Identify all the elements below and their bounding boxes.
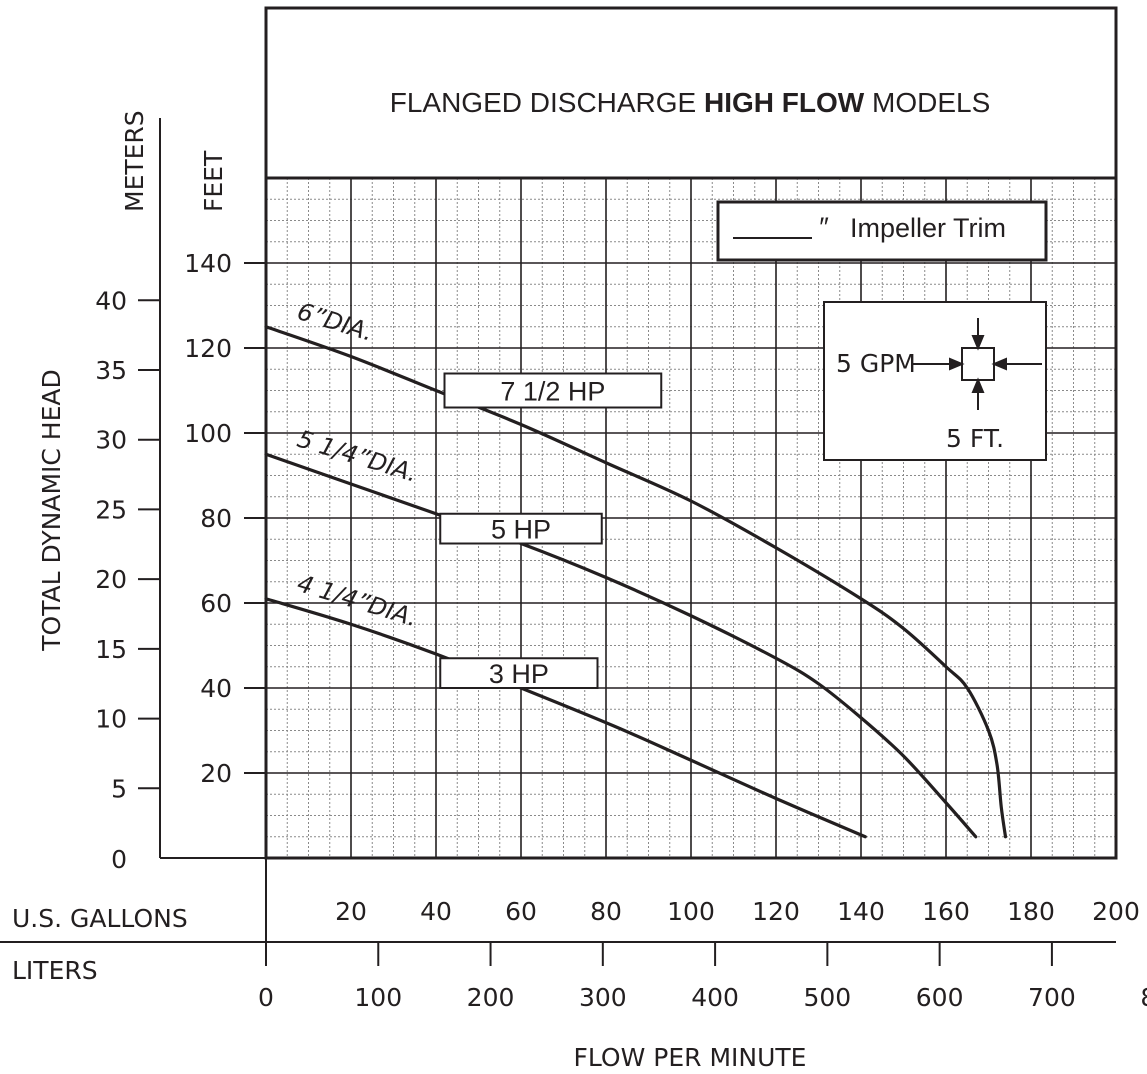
gallon-tick-label: 120	[752, 897, 800, 926]
gallon-tick-label: 60	[505, 897, 537, 926]
meter-tick-label: 5	[111, 774, 127, 803]
feet-tick-label: 40	[200, 674, 232, 703]
impeller-trim-label: Impeller Trim	[850, 213, 1006, 243]
gallon-ticks: 20 40 60 80 100 120 140 160 180 200	[335, 897, 1140, 926]
feet-unit-label: FEET	[199, 150, 228, 212]
meters-unit-label: METERS	[120, 110, 149, 212]
grid-key-ft: 5 FT.	[946, 424, 1004, 453]
meter-tick-label: 35	[95, 356, 127, 385]
feet-tick-label: 60	[200, 589, 232, 618]
liter-ticks: 0 100 200 300 400 500 600 700 800	[258, 942, 1147, 1012]
meter-tick-label: 15	[95, 635, 127, 664]
chart-title-post: MODELS	[864, 87, 990, 118]
meter-tick-label: 0	[111, 845, 127, 874]
gallons-unit-label: U.S. GALLONS	[12, 904, 188, 933]
liter-tick-label: 500	[804, 983, 852, 1012]
meter-tick-label: 40	[95, 286, 127, 315]
grid-key-square	[961, 347, 995, 381]
liters-unit-label: LITERS	[12, 956, 98, 985]
meter-tick-label: 20	[95, 565, 127, 594]
chart-title-pre: FLANGED DISCHARGE	[390, 87, 704, 118]
hp-box-2	[439, 512, 603, 545]
pump-curves	[264, 325, 1008, 839]
hp-label-3: 3 HP	[489, 659, 549, 689]
gallon-tick-label: 140	[837, 897, 885, 926]
gallon-tick-label: 40	[420, 897, 452, 926]
gallon-tick-label: 20	[335, 897, 367, 926]
feet-tick-label: 120	[184, 334, 232, 363]
curve-2	[264, 452, 978, 839]
liter-tick-label: 300	[579, 983, 627, 1012]
hp-box-1	[443, 372, 663, 409]
chart-title-bold: HIGH FLOW	[704, 87, 865, 118]
hp-label-1: 7 1/2 HP	[500, 377, 605, 407]
y-axis-label: TOTAL DYNAMIC HEAD	[37, 369, 66, 652]
meter-tick-label: 10	[95, 705, 127, 734]
liter-tick-label: 200	[467, 983, 515, 1012]
gallon-tick-label: 80	[590, 897, 622, 926]
feet-tick-label: 100	[184, 419, 232, 448]
impeller-trim-box	[716, 200, 1048, 262]
meter-ticks: 0 5 10 15 20 25 30 35 40	[95, 286, 160, 874]
hp-box-3	[439, 657, 599, 689]
liter-tick-label: 0	[258, 983, 274, 1012]
gallon-tick-label: 200	[1092, 897, 1140, 926]
feet-tick-label: 80	[200, 504, 232, 533]
dia-label-3: 4 1/4”DIA.	[294, 569, 421, 632]
feet-tick-label: 20	[200, 759, 232, 788]
chart-title: FLANGED DISCHARGE HIGH FLOW MODELS	[390, 87, 991, 118]
grid-key-arrows	[913, 318, 1042, 410]
curve-3	[264, 597, 867, 839]
grid-key-box	[823, 301, 1047, 461]
impeller-trim-inch-mark: ″	[818, 212, 829, 242]
grid-key-gpm: 5 GPM	[836, 349, 916, 378]
dia-label-2: 5 1/4”DIA.	[294, 425, 421, 488]
x-axis-label: FLOW PER MINUTE	[574, 1043, 807, 1072]
feet-ticks: 20 40 60 80 100 120 140	[184, 249, 266, 788]
liter-tick-label: 400	[691, 983, 739, 1012]
curve-1	[264, 325, 1008, 839]
liter-tick-label: 100	[354, 983, 402, 1012]
hp-label-2: 5 HP	[491, 515, 551, 545]
liter-tick-label: 700	[1028, 983, 1076, 1012]
meter-tick-label: 25	[95, 495, 127, 524]
gallon-tick-label: 100	[667, 897, 715, 926]
gallon-tick-label: 180	[1007, 897, 1055, 926]
liter-tick-label: 600	[916, 983, 964, 1012]
liter-tick-label: 800	[1140, 983, 1147, 1012]
feet-tick-label: 140	[184, 249, 232, 278]
meter-tick-label: 30	[95, 426, 127, 455]
gallon-tick-label: 160	[922, 897, 970, 926]
